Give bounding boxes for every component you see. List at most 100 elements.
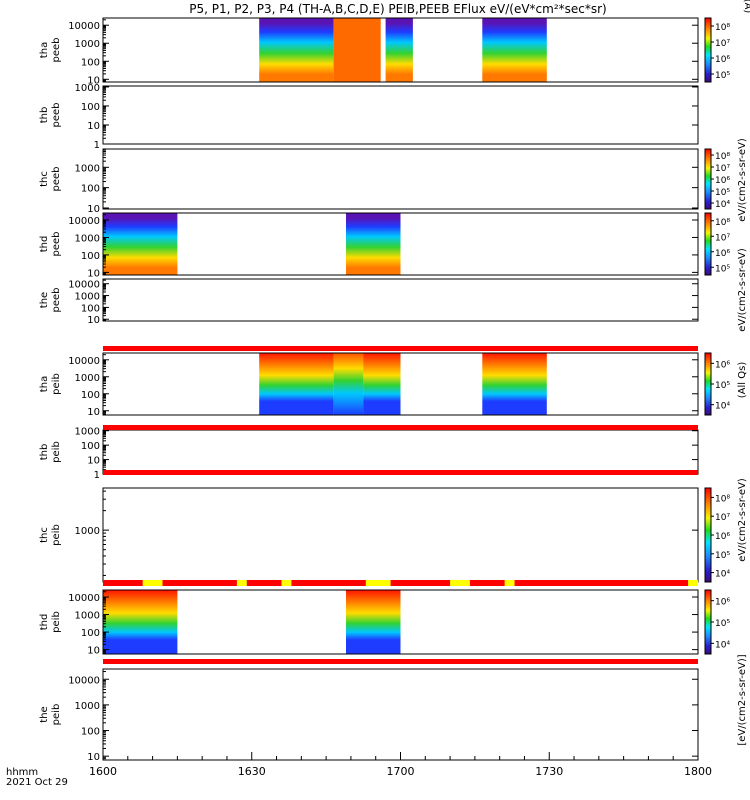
colorbar-tick-label: 10⁸ (715, 152, 730, 162)
x-axis: 1600 1630 1700 1730 1800 (89, 752, 712, 778)
y-axis-label-species: peib (51, 441, 62, 463)
y-axis-label-species: peib (51, 373, 62, 395)
colorbar (704, 487, 712, 583)
figure-title: P5, P1, P2, P3, P4 (TH-A,B,C,D,E) PEIB,P… (189, 2, 606, 16)
colorbar-tick-label: 10⁶ (715, 176, 730, 186)
y-axis-label-probe: the (39, 292, 50, 308)
status-bar (103, 659, 698, 664)
colorbar (704, 589, 712, 655)
colorbar-tick-label: 10⁸ (715, 218, 730, 228)
colorbar-tick-label: 10⁶ (715, 360, 730, 370)
panel-frame (102, 668, 699, 761)
colorbar (704, 17, 712, 83)
colorbar-tick-label: 10⁷ (715, 233, 730, 243)
spectrogram-block (385, 18, 413, 82)
spectrogram-block (482, 353, 547, 415)
colorbar-tick-label: 10⁵ (715, 71, 730, 81)
panel-the-peib: 10 100 1000 10000 the peib (39, 668, 699, 763)
status-bar (103, 346, 698, 351)
y-axis-label-probe: thc (39, 527, 50, 543)
colorbar-tick-label: 10⁴ (715, 570, 730, 580)
panel-tha-peib: 10 100 1000 10000 tha peib 10⁴ 10⁵ 10⁶ (39, 352, 730, 418)
y-tick-label: 10 (87, 646, 100, 657)
y-tick-label: 10000 (68, 280, 100, 291)
y-tick-label: 1 (94, 140, 100, 151)
colorbar-top-label: (A) (742, 0, 750, 13)
y-tick-label: 10 (87, 315, 100, 326)
panel-frame (102, 148, 699, 210)
y-tick-label: 10 (87, 456, 100, 467)
colorbar-axis-label: [eV/(cm2-s-sr-eV)] (737, 654, 748, 745)
panel-frame (102, 487, 699, 583)
y-axis-label-probe: thd (39, 236, 50, 253)
y-axis-label-probe: thd (39, 614, 50, 631)
panel-thc-peeb: 10 100 1000 thc peeb 10⁴ 10⁵ 10⁶ 10⁷ 10⁸ (39, 148, 730, 215)
y-tick-label: 100 (81, 303, 100, 314)
colorbar (704, 148, 712, 210)
y-tick-label: 1000 (75, 292, 100, 303)
colorbar-tick-label: 10⁵ (715, 264, 730, 274)
status-bar (103, 580, 698, 586)
status-bar-segment (365, 580, 391, 586)
colorbar-tick-label: 10⁴ (715, 640, 730, 650)
colorbar-tick-label: 10⁵ (715, 619, 730, 629)
spectrogram-block (333, 18, 381, 82)
colorbar-tick-label: 10⁸ (715, 494, 730, 504)
colorbar-tick-label: 10⁵ (715, 381, 730, 391)
colorbar-axis-label: eV/(cm2-s-sr-eV) (737, 248, 748, 332)
x-tick-label: 1800 (684, 765, 712, 778)
y-tick-label: 1000 (75, 233, 100, 244)
spectrogram-block (517, 18, 547, 82)
y-tick-label: 100 (81, 251, 100, 262)
y-tick-label: 1000 (75, 526, 100, 537)
y-axis-label-probe: thc (39, 171, 50, 187)
y-tick-label: 10 (87, 407, 100, 418)
colorbar-tick-label: 10⁷ (715, 164, 730, 174)
status-bar-segment (504, 580, 515, 586)
status-bar (103, 425, 698, 430)
x-tick-label: 1630 (238, 765, 266, 778)
y-tick-label: 100 (81, 628, 100, 639)
status-bar-segment (142, 580, 163, 586)
status-bar-segment (688, 580, 698, 586)
spectrogram-block (259, 353, 334, 415)
spectrogram-block (346, 590, 401, 654)
y-tick-label: 100 (81, 57, 100, 68)
y-tick-label: 100 (81, 390, 100, 401)
spectrogram-block (346, 213, 401, 275)
colorbar-side-labels: eV/(cm2-s-sr-eV) eV/(cm2-s-sr-eV) (All Qs)… (737, 138, 748, 745)
y-tick-label: 100 (81, 727, 100, 738)
y-tick-label: 10000 (68, 356, 100, 367)
y-axis-label-species: peeb (51, 38, 62, 63)
spectrogram-block (482, 18, 517, 82)
status-bar-segment (450, 580, 470, 586)
y-axis-label-probe: tha (39, 42, 50, 58)
colorbar-tick-label: 10⁵ (715, 551, 730, 561)
colorbar-tick-label: 10⁷ (715, 39, 730, 49)
y-axis-label-species: peib (51, 611, 62, 633)
x-tick-label: 1700 (387, 765, 415, 778)
y-tick-label: 10 (87, 121, 100, 132)
y-tick-label: 10 (87, 75, 100, 86)
y-tick-label: 100 (81, 184, 100, 195)
status-bar (103, 470, 698, 475)
panel-thc-peib: 1000 thc peib 10⁴ 10⁵ 10⁶ 10⁷ 10⁸ (39, 487, 730, 583)
y-axis-label-species: peib (51, 524, 62, 546)
x-axis-label: hhmm (6, 767, 39, 778)
spectrogram-block (363, 353, 401, 415)
colorbar-tick-label: 10⁴ (715, 402, 730, 412)
x-tick-label: 1600 (89, 765, 117, 778)
y-tick-label: 1000 (75, 611, 100, 622)
spectrogram-block (259, 18, 334, 82)
panel-thd-peib: 10 100 1000 10000 thd peib 10⁴ 10⁵ 10⁶ (39, 589, 730, 657)
colorbar-tick-label: 10⁸ (715, 23, 730, 33)
y-tick-label: 10000 (68, 593, 100, 604)
y-tick-label: 1000 (75, 39, 100, 50)
colorbar-tick-label: 10⁶ (715, 249, 730, 259)
y-axis-label-species: peib (51, 704, 62, 726)
y-axis-label-probe: the (39, 706, 50, 722)
y-tick-label: 10 (87, 752, 100, 763)
colorbar-axis-label: (All Qs) (737, 362, 748, 399)
